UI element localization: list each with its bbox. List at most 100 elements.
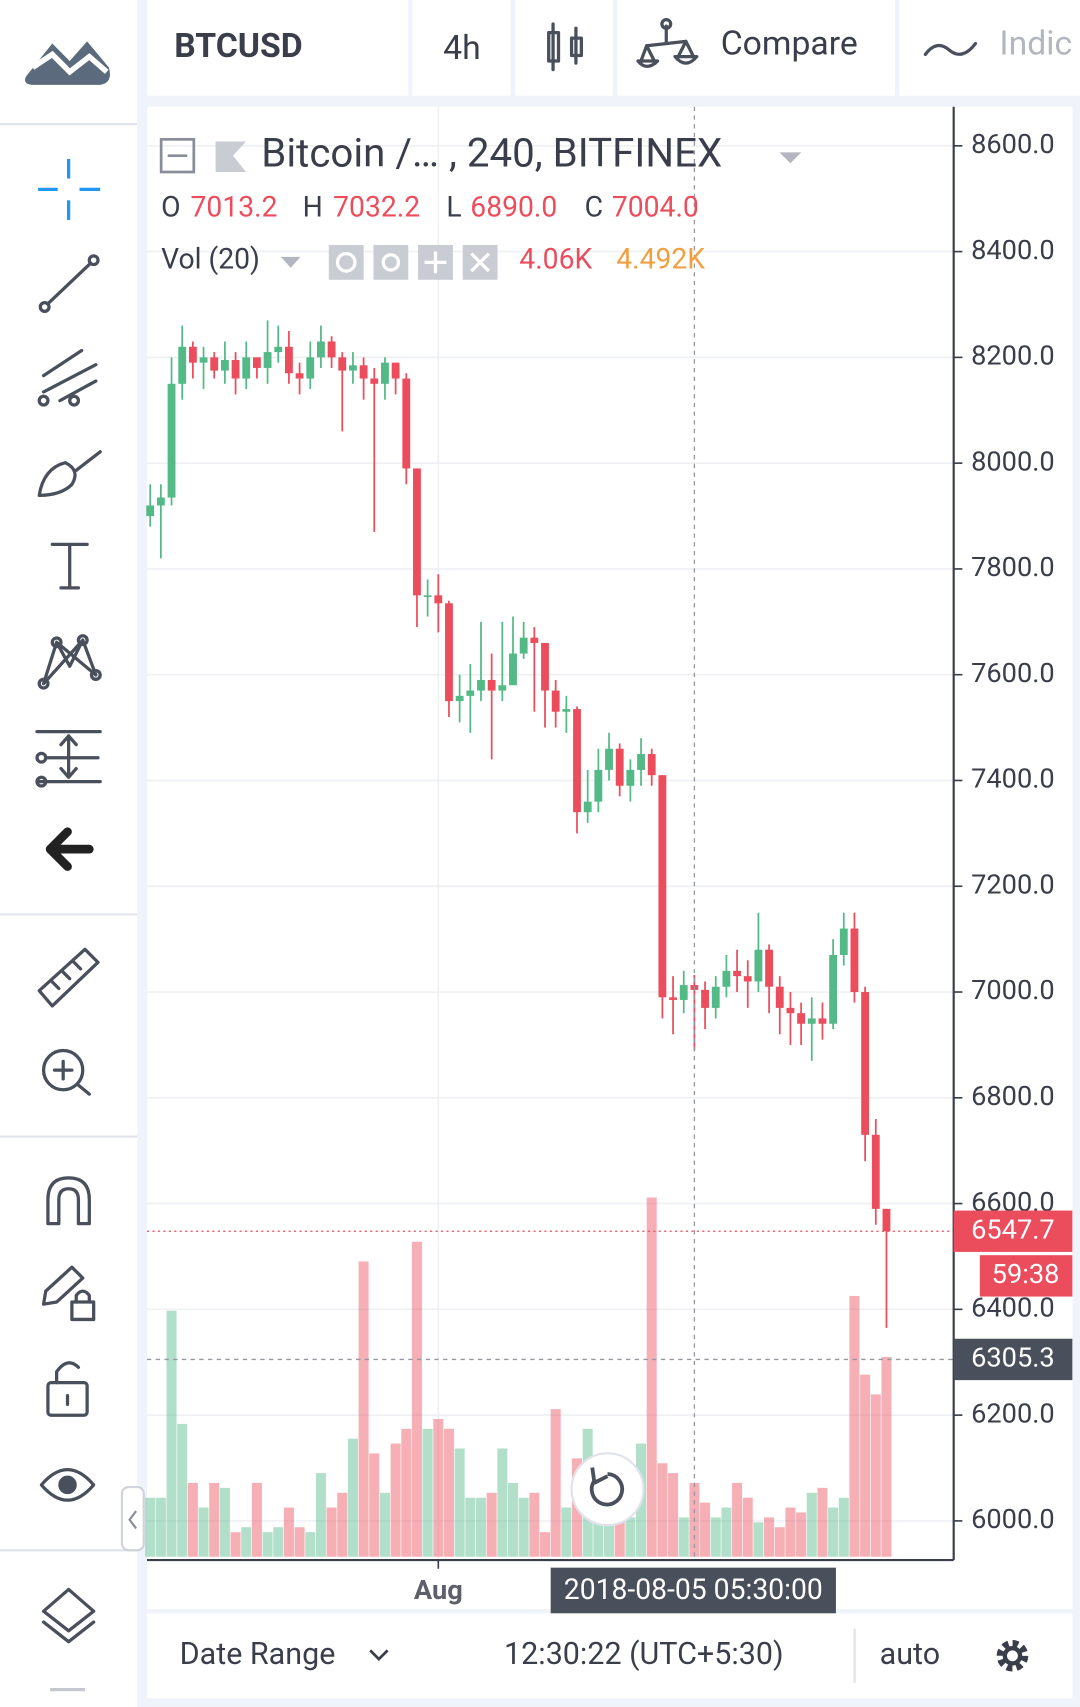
candle-body (327, 341, 336, 358)
ohlc-value: 7004.0 (612, 190, 699, 223)
candle-body (605, 748, 613, 770)
volume-bar (764, 1517, 775, 1557)
candle-body (818, 1018, 827, 1024)
volume-bar (881, 1356, 892, 1557)
ohlc-value: 6890.0 (470, 190, 557, 223)
volume-bar (561, 1507, 572, 1557)
trend-line-tool[interactable] (38, 254, 100, 313)
layers-tool[interactable] (41, 1587, 96, 1644)
crosshair-tool[interactable] (38, 158, 101, 220)
candle-body (562, 709, 571, 712)
candle-wick (159, 484, 162, 559)
volume-bar (337, 1492, 348, 1557)
candle-wick (565, 695, 568, 733)
volume-bar (411, 1241, 422, 1557)
prediction-tool[interactable] (35, 729, 102, 788)
volume-bar (230, 1532, 241, 1557)
y-tick-label: 7800.0 (971, 551, 1055, 583)
candle-body (220, 360, 229, 371)
volume-bar (625, 1517, 636, 1557)
logo[interactable] (25, 41, 110, 85)
candle-wick (469, 664, 472, 733)
candle-body (242, 357, 251, 379)
settings-button[interactable] (996, 1640, 1029, 1672)
volume-bar (838, 1497, 849, 1557)
magnet-tool[interactable] (46, 1176, 91, 1226)
volume-bar (785, 1507, 796, 1557)
volume-bar (774, 1527, 785, 1557)
volume-bar (294, 1527, 305, 1557)
interval-button[interactable] (412, 0, 511, 96)
volume-bar (806, 1492, 817, 1557)
volume-bar (283, 1507, 294, 1557)
candle-body (754, 949, 763, 982)
candle-body (861, 992, 870, 1135)
zoom-tool[interactable] (41, 1048, 91, 1096)
volume-bar (433, 1418, 444, 1557)
date-range[interactable]: Date Range (180, 1637, 336, 1672)
symbol-button[interactable] (146, 0, 409, 96)
candle-wick (789, 992, 792, 1045)
candle-body (188, 346, 197, 363)
lock-drawings-tool[interactable] (41, 1265, 96, 1322)
crosshair-time-label: 2018-08-05 05:30:00 (564, 1573, 823, 1606)
volume-bar (379, 1492, 390, 1557)
volume-bar (742, 1497, 753, 1557)
candle-body (178, 346, 187, 384)
reset-button[interactable] (570, 1452, 645, 1527)
chart-pane (146, 106, 1073, 1610)
candle-body (498, 685, 507, 691)
volume-bar (155, 1497, 166, 1557)
candle-body (381, 362, 389, 384)
sidebar-toggle[interactable] (120, 1486, 145, 1552)
candle-body (765, 949, 774, 987)
volume-bar (219, 1487, 230, 1557)
compare-button[interactable] (617, 0, 895, 96)
volume-bar (870, 1394, 881, 1557)
volume-bar (251, 1482, 262, 1557)
scale-mode[interactable]: auto (880, 1637, 940, 1672)
volume-bar (198, 1507, 209, 1557)
volume-bar (177, 1423, 188, 1557)
volume-bar (721, 1507, 732, 1557)
candle-body (231, 360, 240, 379)
text-tool[interactable] (50, 542, 89, 590)
fib-tool[interactable] (37, 348, 98, 407)
candle-body (679, 985, 688, 1000)
candle-body (413, 468, 421, 596)
legend: Bitcoin /… , 240, BITFINEX O 7013.2 H 7032.… (159, 129, 802, 280)
y-tick-label: 6800.0 (971, 1080, 1055, 1112)
candle-body (295, 373, 304, 379)
candle-wick (512, 616, 514, 675)
last-price-label: 6547.7 (971, 1213, 1055, 1245)
volume-bar (646, 1197, 657, 1557)
volume-bar (166, 1310, 177, 1557)
candle-wick (501, 621, 504, 702)
volume-bar (241, 1527, 252, 1557)
chart-style-button[interactable] (514, 0, 613, 96)
y-tick-label: 6200.0 (971, 1397, 1055, 1429)
pattern-tool[interactable] (37, 634, 102, 690)
volume-bar (486, 1492, 497, 1557)
volume-bar (454, 1448, 465, 1557)
interval: 4h (443, 29, 481, 68)
candle-wick (586, 769, 589, 823)
back-tool[interactable] (45, 827, 94, 871)
y-tick-label: 8400.0 (971, 234, 1055, 266)
volume-bar (678, 1517, 689, 1557)
ruler-tool[interactable] (37, 947, 100, 1008)
y-tick-label: 7200.0 (971, 868, 1055, 900)
volume-bar (700, 1502, 711, 1557)
candle-body (509, 653, 517, 686)
candle-body (210, 357, 219, 371)
candle-body (711, 986, 720, 1008)
visibility-tool[interactable] (39, 1468, 96, 1502)
lock-tool[interactable] (46, 1361, 89, 1417)
candle-body (487, 679, 496, 691)
candle-body (338, 357, 347, 371)
last-price-box (953, 1210, 1073, 1252)
y-tick-label: 6000.0 (971, 1503, 1055, 1535)
volume-bar (347, 1438, 358, 1557)
brush-tool[interactable] (37, 450, 102, 497)
